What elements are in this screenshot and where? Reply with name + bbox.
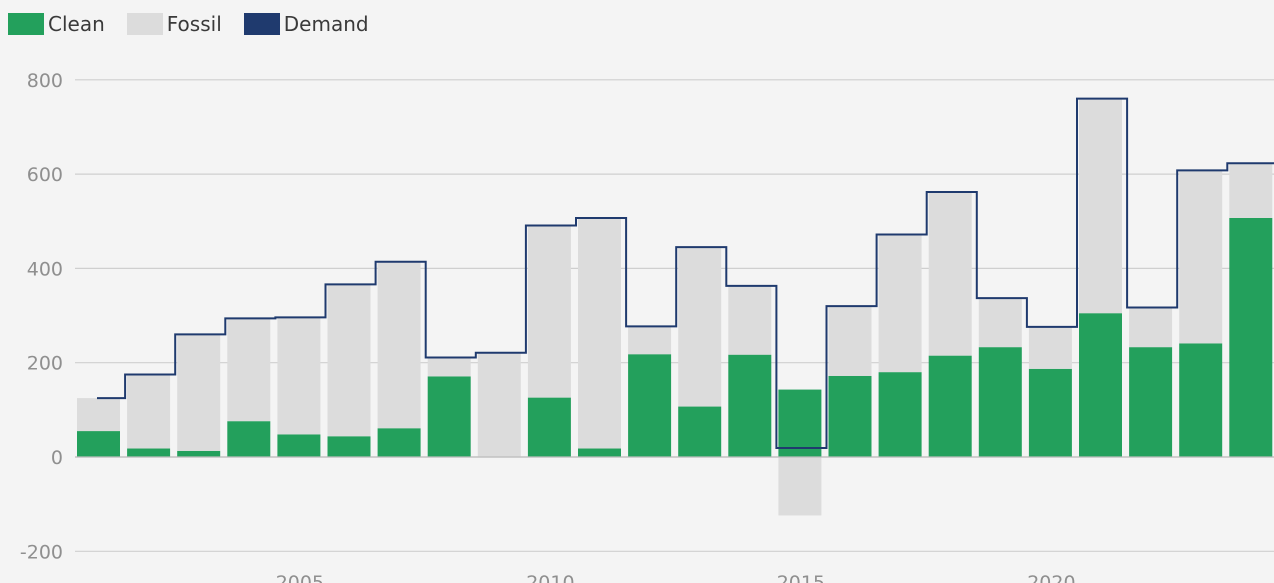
legend-item-clean: Clean [8,12,105,36]
y-tick-label: 200 [27,353,63,375]
bar-fossil-2006 [327,284,371,437]
legend: Clean Fossil Demand [8,12,391,36]
bar-fossil-2001 [77,398,120,432]
bar-fossil-2004 [227,318,271,422]
demand-step-line [97,97,1274,450]
bar-fossil-2009 [477,352,521,457]
bar-fossil-2021 [1079,98,1122,314]
bar-fossil-2023 [1179,170,1223,344]
bar-clean-2019 [978,347,1022,457]
legend-label-demand: Demand [283,12,369,36]
bar-clean-2010 [527,397,571,457]
bar-fossil-2015 [778,457,822,516]
x-tick-label: 2010 [526,572,574,583]
bar-clean-2017 [878,372,922,457]
y-tick-label: -200 [20,541,63,563]
bar-clean-2013 [678,406,722,457]
bar-clean-2022 [1129,347,1173,457]
bar-clean-2012 [628,354,672,457]
bar-fossil-2010 [527,225,571,398]
bar-clean-2011 [578,448,621,457]
bar-clean-2024 [1229,217,1273,457]
bar-clean-2021 [1079,313,1122,457]
bar-fossil-2002 [127,374,171,449]
bar-fossil-2018 [928,192,972,356]
bar-fossil-2014 [728,285,772,355]
bar-clean-2020 [1028,368,1072,457]
legend-label-clean: Clean [48,12,105,36]
x-tick-label: 2015 [777,572,825,583]
bar-clean-2003 [177,450,221,457]
bar-clean-2015 [778,389,822,457]
bar-fossil-2005 [277,317,321,435]
x-tick-label: 2020 [1027,572,1075,583]
bar-clean-2016 [828,375,872,457]
legend-swatch-clean [8,13,44,35]
bar-clean-2001 [77,431,120,457]
y-tick-label: 800 [27,70,63,92]
bar-clean-2018 [928,355,972,457]
bar-fossil-2007 [377,261,421,429]
bar-clean-2014 [728,354,772,457]
bar-fossil-2017 [878,234,922,373]
bar-fossil-2024 [1229,163,1273,218]
legend-item-demand: Demand [243,12,369,36]
bar-fossil-2016 [828,306,872,376]
bar-fossil-2013 [678,247,722,407]
bar-clean-2005 [277,434,321,457]
y-tick-label: 0 [51,447,63,469]
bar-clean-2006 [327,436,371,457]
bar-fossil-2003 [177,334,221,451]
bar-clean-2007 [377,428,421,457]
bar-clean-2004 [227,421,271,457]
bar-clean-2002 [127,448,171,457]
bar-clean-2008 [427,376,471,457]
bar-fossil-2008 [427,357,471,377]
bar-fossil-2022 [1129,307,1173,348]
bar-fossil-2019 [978,298,1022,348]
bar-clean-2023 [1179,343,1223,457]
y-tick-label: 600 [27,164,63,186]
legend-label-fossil: Fossil [166,12,222,36]
bar-fossil-2020 [1028,326,1072,369]
legend-swatch-demand [243,13,280,35]
legend-swatch-fossil [126,13,163,35]
legend-item-fossil: Fossil [126,12,222,36]
x-tick-label: 2005 [276,572,324,583]
bar-fossil-2011 [578,217,621,449]
y-tick-label: 400 [27,258,63,280]
bar-fossil-2012 [628,326,672,355]
